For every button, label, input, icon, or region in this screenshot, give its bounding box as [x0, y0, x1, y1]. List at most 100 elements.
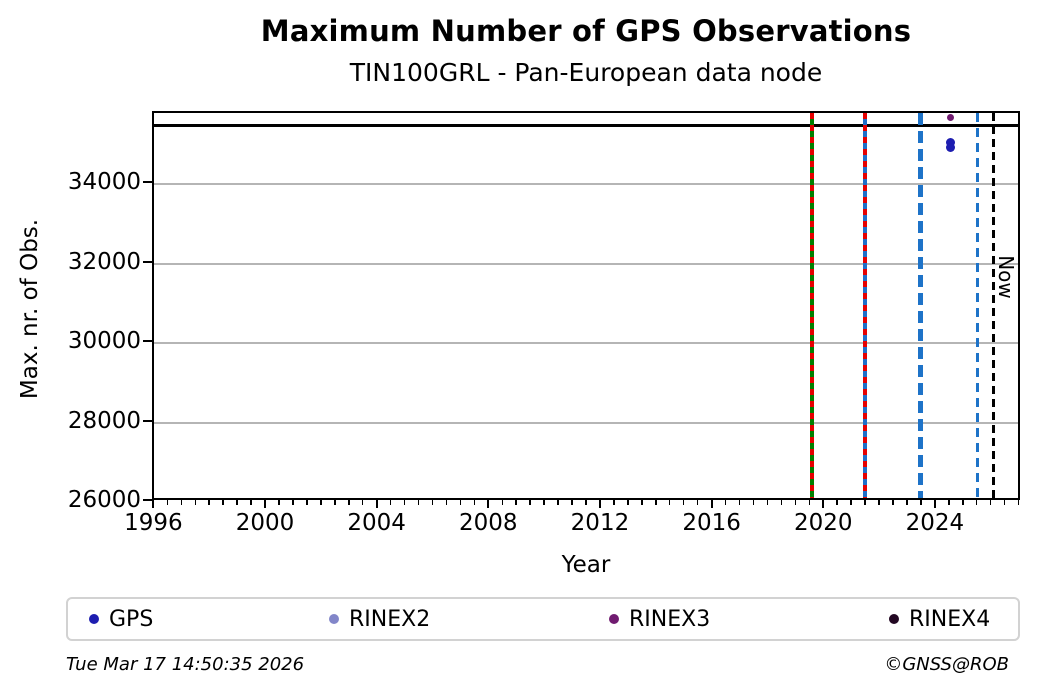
legend-item-rinex3: RINEX3 — [609, 599, 710, 639]
x-tick-major — [933, 500, 936, 508]
x-tick-minor — [962, 500, 964, 505]
x-tick-minor — [627, 500, 629, 505]
x-tick-minor — [431, 500, 434, 505]
x-tick-minor — [752, 500, 755, 505]
chart-subtitle: TIN100GRL - Pan-European data node — [349, 58, 823, 87]
x-tick-minor — [222, 500, 224, 505]
x-tick-minor — [641, 500, 643, 505]
x-tick-minor — [403, 500, 406, 505]
y-tick-label: 30000 — [67, 328, 141, 355]
event-line-solid-red-dash — [809, 113, 814, 498]
x-tick-major — [264, 500, 267, 508]
legend: GPS RINEX2 RINEX3 RINEX4 — [66, 597, 1020, 641]
h-gridline — [154, 421, 1018, 424]
x-tick-minor — [892, 500, 894, 505]
y-tick-label: 32000 — [67, 248, 141, 275]
h-gridline — [154, 183, 1018, 186]
x-tick-minor — [278, 500, 280, 505]
legend-item-rinex2: RINEX2 — [329, 599, 430, 639]
copyright-credit: ©GNSS@ROB — [884, 654, 1009, 675]
x-tick-label: 2004 — [347, 510, 406, 536]
legend-label: RINEX3 — [629, 606, 711, 632]
chart-title: Maximum Number of GPS Observations — [260, 14, 912, 48]
x-tick-minor — [906, 500, 908, 505]
x-tick-minor — [320, 500, 322, 505]
x-tick-minor — [515, 500, 517, 505]
y-tick — [143, 499, 152, 501]
x-tick-minor — [306, 500, 308, 505]
y-tick — [143, 181, 152, 184]
plot-timestamp: Tue Mar 17 14:50:35 2026 — [66, 654, 305, 675]
data-point-rinex3 — [947, 114, 955, 122]
x-tick-minor — [766, 500, 769, 505]
x-tick-minor — [878, 500, 880, 505]
x-tick-label: 2000 — [235, 510, 295, 536]
x-tick-minor — [864, 500, 866, 505]
x-tick-label: 2016 — [682, 510, 741, 536]
y-tick — [143, 340, 152, 343]
x-tick-minor — [348, 500, 350, 505]
h-gridline — [154, 262, 1018, 265]
x-tick-minor — [166, 500, 169, 505]
x-tick-label: 2012 — [570, 510, 630, 536]
legend-item-gps: GPS — [89, 599, 153, 639]
rinex4-marker-icon — [889, 614, 899, 624]
x-tick-minor — [459, 500, 462, 505]
x-tick-minor — [850, 500, 852, 505]
x-tick-minor — [389, 500, 392, 505]
event-line-dash — [975, 113, 979, 498]
x-tick-minor — [208, 500, 210, 505]
rinex2-marker-icon — [329, 614, 339, 624]
x-tick-major — [152, 500, 155, 508]
legend-item-rinex4: RINEX4 — [889, 599, 990, 639]
event-line-black-dash — [991, 113, 995, 498]
x-tick-minor — [501, 500, 504, 505]
x-tick-minor — [571, 500, 573, 505]
x-tick-minor — [794, 500, 797, 505]
x-tick-minor — [989, 500, 992, 505]
x-tick-minor — [724, 500, 727, 505]
rinex3-marker-icon — [609, 614, 619, 624]
x-tick-minor — [417, 500, 420, 505]
h-gridline — [154, 342, 1018, 345]
y-tick-label: 34000 — [67, 169, 141, 196]
legend-label: GPS — [109, 606, 154, 632]
event-line-thick-dash — [917, 113, 923, 498]
x-tick-minor — [948, 500, 950, 505]
x-tick-minor — [557, 500, 559, 505]
y-tick-label: 26000 — [67, 487, 141, 513]
x-tick-minor — [808, 500, 811, 505]
x-tick-minor — [529, 500, 531, 505]
x-tick-minor — [543, 500, 545, 505]
x-tick-minor — [780, 500, 783, 505]
x-tick-minor — [738, 500, 741, 505]
x-tick-label: 2024 — [905, 510, 965, 536]
x-tick-minor — [1003, 500, 1006, 505]
x-tick-minor — [975, 500, 978, 505]
data-point-gps — [945, 137, 955, 147]
x-tick-label: 2008 — [459, 510, 518, 536]
x-tick-major — [375, 500, 378, 508]
x-tick-minor — [236, 500, 238, 505]
legend-label: RINEX2 — [349, 606, 431, 632]
y-tick-label: 28000 — [67, 407, 141, 434]
x-tick-minor — [1017, 500, 1020, 505]
now-line-label: Now — [994, 255, 1018, 299]
x-tick-major — [710, 500, 713, 508]
x-tick-minor — [194, 500, 196, 505]
x-tick-minor — [668, 500, 671, 505]
x-tick-label: 2020 — [793, 510, 853, 536]
x-tick-minor — [585, 500, 587, 505]
gps-marker-icon — [89, 614, 99, 624]
y-tick — [143, 260, 152, 263]
x-tick-minor — [473, 500, 476, 505]
x-tick-minor — [920, 500, 922, 505]
legend-label: RINEX4 — [909, 606, 991, 632]
y-tick — [143, 419, 152, 422]
x-tick-minor — [682, 500, 685, 505]
x-tick-minor — [655, 500, 657, 505]
x-tick-minor — [292, 500, 294, 505]
x-tick-minor — [361, 500, 364, 505]
x-tick-minor — [250, 500, 252, 505]
